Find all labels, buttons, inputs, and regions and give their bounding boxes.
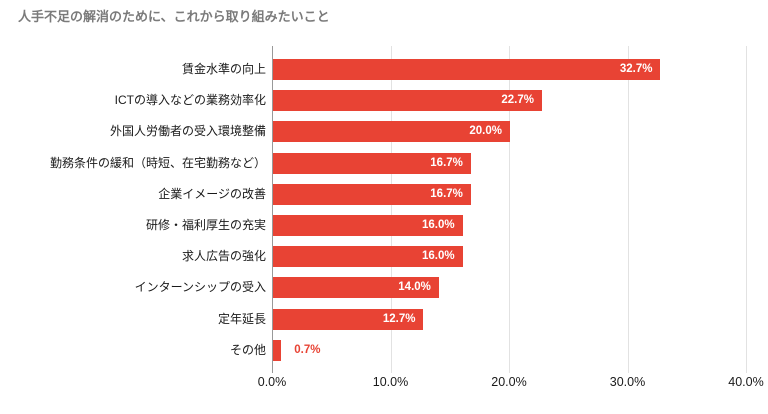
bar: 16.7% bbox=[273, 152, 471, 174]
value-label: 16.0% bbox=[421, 219, 455, 231]
value-label: 16.7% bbox=[430, 156, 463, 169]
bar-row: 賃金水準の向上 32.7% bbox=[0, 54, 768, 85]
bar-row: インターンシップの受入 14.0% bbox=[0, 272, 768, 303]
rows-layer: 賃金水準の向上 32.7% ICTの導入などの業務効率化 22.7% 外国人労働者の受入… bbox=[0, 54, 768, 366]
category-label: 研修・福利厚生の充実 bbox=[145, 218, 266, 232]
value-label: 0.7% bbox=[294, 343, 321, 356]
category-label: 企業イメージの改善 bbox=[158, 186, 266, 201]
x-tick-label: 30.0% bbox=[609, 375, 646, 389]
chart-title: 人手不足の解消のために、これから取り組みたいこと bbox=[18, 9, 330, 24]
x-tick-label: 0.0% bbox=[257, 375, 287, 389]
bar: 20.0% bbox=[273, 121, 510, 143]
bar-row: 企業イメージの改善 16.7% bbox=[0, 179, 768, 210]
x-tick-label: 20.0% bbox=[491, 375, 527, 389]
bar-row: その他 0.7% bbox=[0, 335, 768, 366]
value-label: 32.7% bbox=[619, 63, 653, 75]
category-label: 外国人労働者の受入環境整備 bbox=[109, 124, 266, 139]
category-label: 勤務条件の緩和（時短、在宅勤務など） bbox=[49, 155, 266, 170]
value-label: 22.7% bbox=[501, 94, 534, 107]
bar: 16.0% bbox=[273, 215, 463, 236]
value-label: 12.7% bbox=[382, 312, 416, 325]
bar-row: 研修・福利厚生の充実 16.0% bbox=[0, 210, 768, 241]
bar-row: ICTの導入などの業務効率化 22.7% bbox=[0, 85, 768, 116]
value-label: 16.7% bbox=[430, 187, 463, 200]
bar: 14.0% bbox=[273, 277, 439, 299]
x-tick-label: 40.0% bbox=[728, 375, 764, 389]
bar: 22.7% bbox=[273, 90, 542, 112]
bar: 16.0% bbox=[273, 246, 463, 268]
value-label: 20.0% bbox=[469, 125, 502, 138]
y-axis-line bbox=[272, 46, 273, 373]
gridline bbox=[390, 46, 392, 373]
bar: 12.7% bbox=[273, 308, 424, 330]
gridline bbox=[746, 46, 747, 373]
bar-row: 定年延長 12.7% bbox=[0, 304, 768, 335]
value-label: 14.0% bbox=[398, 281, 431, 294]
category-label: ICTの導入などの業務効率化 bbox=[114, 93, 266, 108]
bar-row: 外国人労働者の受入環境整備 20.0% bbox=[0, 116, 768, 147]
bar: 32.7% bbox=[273, 59, 661, 80]
gridline bbox=[627, 46, 629, 373]
bar-row: 求人広告の強化 16.0% bbox=[0, 241, 768, 272]
bar-row: 勤務条件の緩和（時短、在宅勤務など） 16.7% bbox=[0, 148, 768, 179]
plot-area bbox=[272, 46, 747, 373]
value-label: 16.0% bbox=[421, 250, 455, 263]
category-label: 賃金水準の向上 bbox=[181, 62, 266, 76]
x-tick-label: 10.0% bbox=[372, 375, 409, 389]
category-label: インターンシップの受入 bbox=[134, 280, 266, 295]
category-label: 求人広告の強化 bbox=[181, 249, 266, 264]
gridline bbox=[509, 46, 510, 373]
category-label: その他 bbox=[229, 342, 266, 357]
category-label: 定年延長 bbox=[217, 311, 266, 326]
bar: 16.7% bbox=[273, 183, 471, 205]
bar bbox=[273, 339, 282, 361]
